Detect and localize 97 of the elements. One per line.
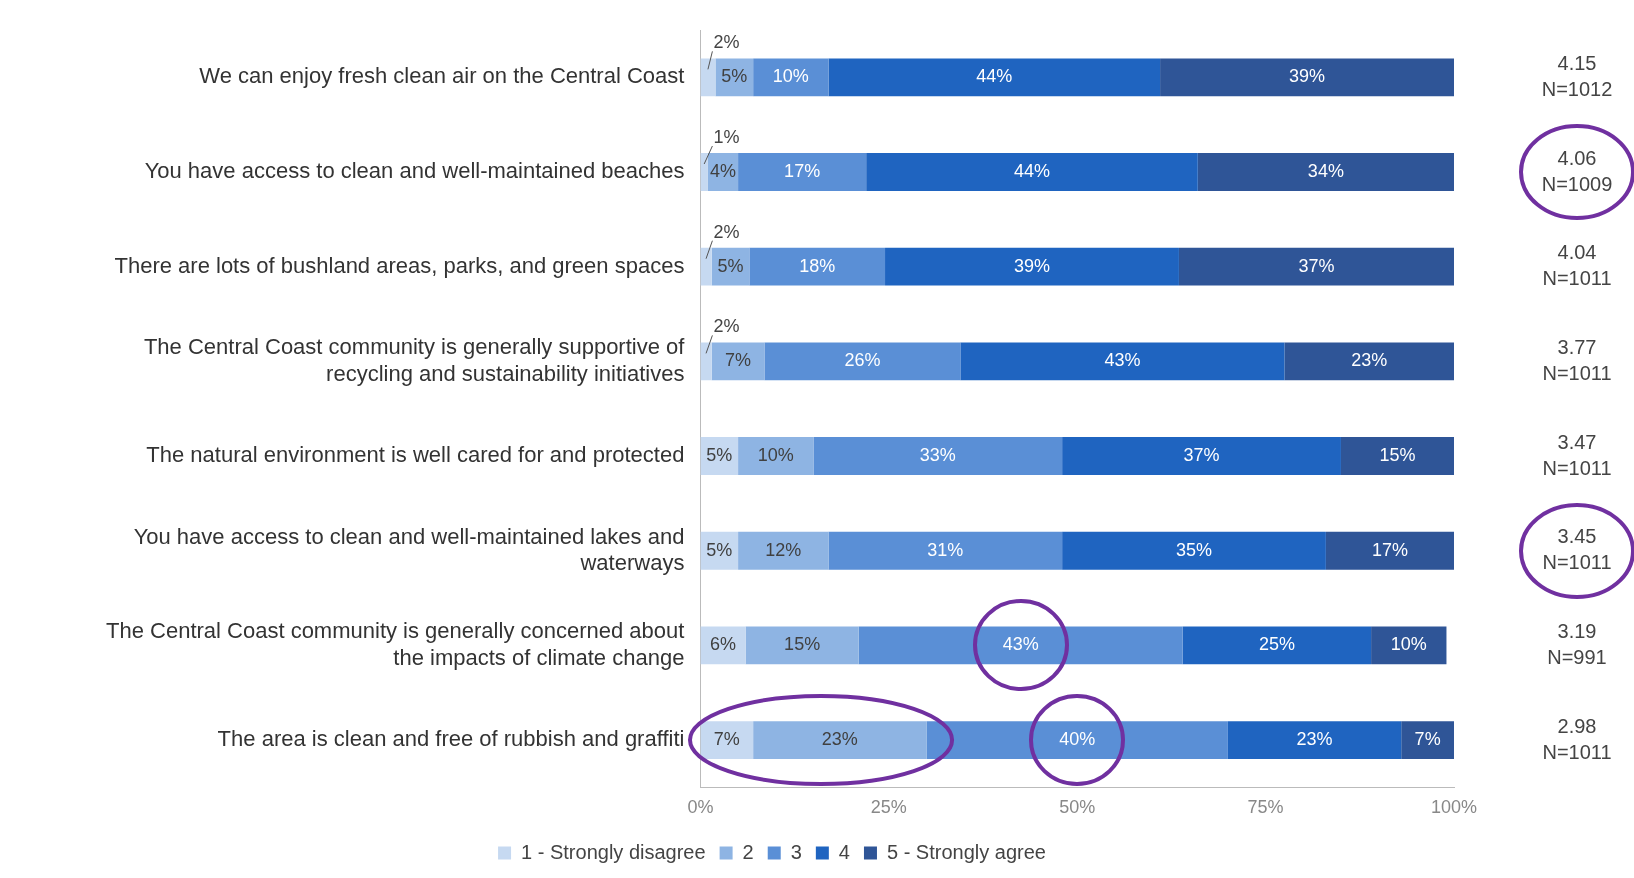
text: 4.15 N=1012 (1541, 51, 1613, 100)
y-tick-label: The Central Coast community is generally concerned about the impacts of climate change (106, 618, 685, 670)
data-label: 5% (706, 539, 733, 560)
data-label: 31% (927, 539, 964, 560)
data-label: 4% (710, 160, 737, 181)
x-tick-label: 25% (870, 797, 907, 818)
bar (700, 58, 716, 97)
bar (753, 58, 829, 97)
data-label: 39% (1289, 66, 1326, 87)
data-label: 2% (713, 316, 740, 337)
bar (700, 342, 712, 381)
bar (738, 437, 814, 475)
data-label: 37% (1183, 445, 1220, 466)
x-tick-label: 75% (1247, 797, 1284, 818)
data-label: 10% (1390, 634, 1427, 655)
data-label: 1% (713, 126, 740, 147)
x-tick-label: 100% (1430, 797, 1478, 818)
legend-label: 5 - Strongly agree (886, 840, 1046, 863)
text: 3.45 N=1011 (1542, 525, 1612, 574)
bar (828, 531, 1063, 570)
data-label: 2% (713, 32, 740, 53)
bar (1340, 437, 1454, 475)
text: 4.04 N=1011 (1542, 241, 1612, 290)
data-label: 43% (1002, 634, 1039, 655)
data-label: 17% (1371, 539, 1408, 560)
legend-label: 4 (838, 840, 850, 863)
y-tick-label: There are lots of bushland areas, parks, and green spaces (114, 252, 685, 278)
bar (753, 721, 927, 759)
bar (1284, 342, 1454, 381)
bar (1178, 247, 1454, 286)
data-label: 6% (710, 634, 737, 655)
data-label: 44% (1013, 160, 1050, 181)
data-label: 23% (821, 729, 858, 750)
bar (749, 247, 886, 286)
data-label: 43% (1104, 350, 1141, 371)
data-label: 44% (976, 66, 1013, 87)
data-label: 15% (784, 634, 821, 655)
y-tick-label: The natural environment is well cared for and protected (146, 442, 685, 468)
x-tick-label: 50% (1059, 797, 1096, 818)
text: 4.06 N=1009 (1541, 146, 1613, 195)
y-tick-label: The Central Coast community is generally supportive of recycling and sustainability initiatives (143, 334, 686, 386)
data-label: 10% (757, 445, 794, 466)
bar (1182, 626, 1372, 665)
data-label: 12% (765, 539, 802, 560)
data-label: 10% (772, 66, 809, 87)
data-label: 40% (1059, 729, 1096, 750)
bar (700, 721, 754, 759)
legend-label: 2 (742, 840, 754, 863)
bar (764, 342, 961, 381)
bar (866, 153, 1198, 191)
data-label: 34% (1307, 160, 1344, 181)
bar (1401, 721, 1454, 759)
data-label: 23% (1296, 729, 1333, 750)
bar (738, 153, 867, 191)
data-label: 26% (844, 350, 881, 371)
bar (828, 58, 1161, 97)
legend-label: 3 (790, 840, 802, 863)
data-label: 2% (713, 221, 740, 242)
text: 2.98 N=1011 (1542, 714, 1612, 763)
data-label: 39% (1013, 255, 1050, 276)
y-tick-label: The area is clean and free of rubbish and graffiti (217, 726, 685, 752)
bar (960, 342, 1285, 381)
bar (1160, 58, 1454, 97)
data-label: 17% (784, 160, 821, 181)
bar (1062, 531, 1326, 570)
bar (700, 247, 712, 286)
legend-label: 1 - Strongly disagree (521, 840, 706, 863)
text: 3.77 N=1011 (1542, 335, 1612, 384)
data-label: 37% (1298, 255, 1335, 276)
bar (813, 437, 1063, 475)
y-tick-label: You have access to clean and well-maintained lakes and waterways (133, 523, 685, 575)
bar (745, 626, 859, 665)
data-label: 5% (717, 255, 744, 276)
data-label: 7% (713, 729, 740, 750)
bar (885, 247, 1179, 286)
data-label: 25% (1258, 634, 1295, 655)
text: 3.19 N=991 (1547, 619, 1607, 668)
bar (1371, 626, 1447, 665)
text: 3.47 N=1011 (1542, 430, 1612, 479)
bar (711, 342, 765, 381)
y-tick-label: We can enjoy fresh clean air on the Central Coast (199, 63, 685, 89)
data-label: 5% (706, 445, 733, 466)
data-label: 7% (1414, 729, 1441, 750)
bar (1325, 531, 1454, 570)
bar (1062, 437, 1341, 475)
data-label: 5% (721, 66, 748, 87)
data-label: 18% (799, 255, 836, 276)
data-label: 23% (1351, 350, 1388, 371)
data-label: 15% (1379, 445, 1416, 466)
x-tick-label: 0% (687, 797, 714, 818)
data-label: 33% (919, 445, 956, 466)
bar (738, 531, 829, 570)
data-label: 7% (725, 350, 752, 371)
bar (1197, 153, 1454, 191)
data-label: 35% (1175, 539, 1213, 560)
y-tick-label: You have access to clean and well-maintained beaches (144, 158, 685, 184)
bar (1227, 721, 1402, 759)
